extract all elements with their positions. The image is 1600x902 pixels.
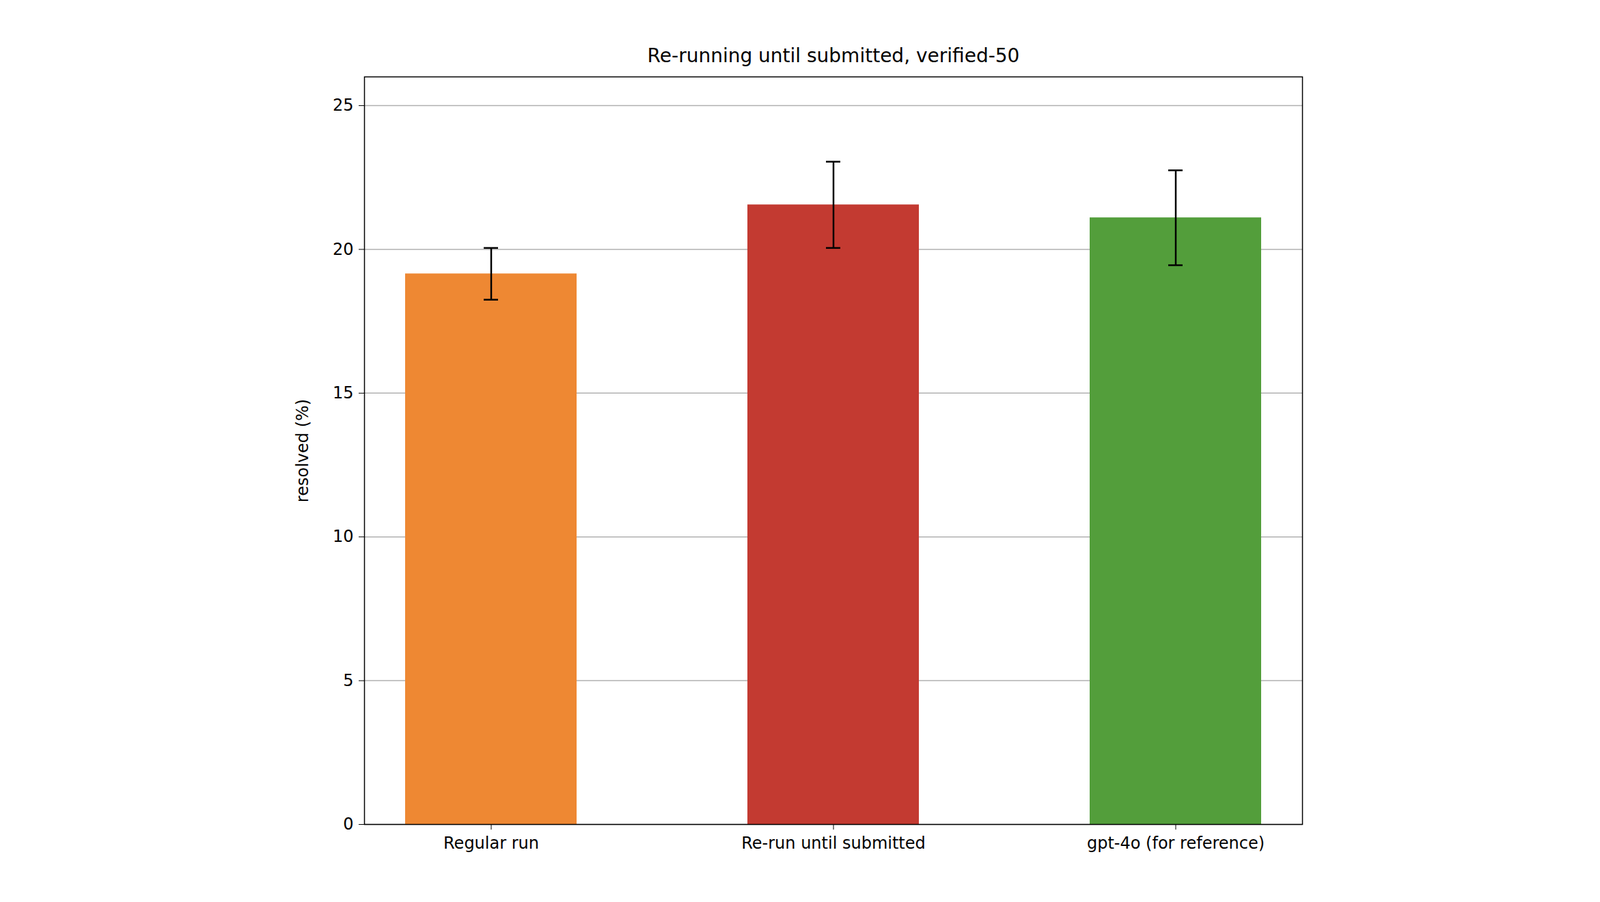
svg-text:Re-run until submitted: Re-run until submitted (741, 833, 926, 853)
svg-text:Re-running until submitted, ve: Re-running until submitted, verified-50 (647, 44, 1020, 67)
svg-text:10: 10 (332, 526, 354, 546)
svg-text:20: 20 (332, 239, 354, 259)
svg-text:0: 0 (342, 814, 354, 834)
svg-text:Regular run: Regular run (443, 833, 540, 853)
svg-text:resolved (%): resolved (%) (293, 398, 313, 503)
svg-text:5: 5 (342, 670, 354, 691)
svg-text:25: 25 (332, 95, 354, 115)
svg-text:15: 15 (332, 383, 354, 403)
svg-text:gpt-4o (for reference): gpt-4o (for reference) (1086, 833, 1265, 853)
